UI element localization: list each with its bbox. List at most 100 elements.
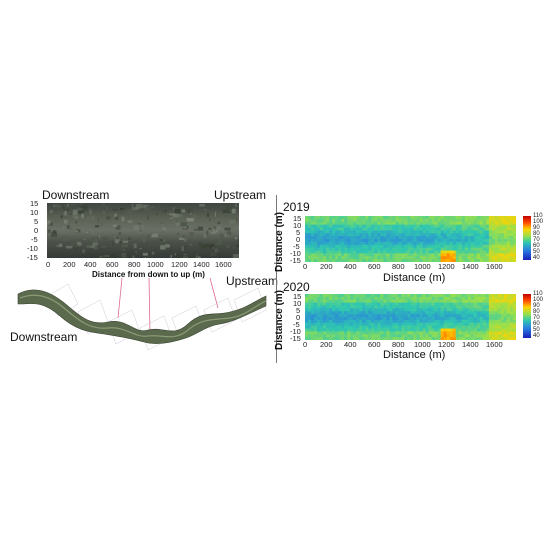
heatmap-cell <box>473 239 478 243</box>
heatmap-cell <box>503 337 508 340</box>
heatmap-cell <box>350 247 354 251</box>
photo-texture-patch <box>115 215 119 220</box>
heatmap-cell <box>344 294 348 298</box>
heatmap-cell <box>344 221 348 226</box>
heatmap-cell <box>458 247 463 251</box>
heatmap-cell <box>461 236 466 240</box>
heatmap-cell <box>362 319 366 324</box>
heatmap-x-tick: 400 <box>344 340 357 349</box>
photo-texture-patch <box>49 210 53 214</box>
heatmap-cell <box>347 311 351 315</box>
heatmap-cell <box>419 233 423 237</box>
heatmap-cell <box>329 239 333 243</box>
heatmap-cell <box>509 328 514 332</box>
photo-texture-patch <box>172 203 174 206</box>
heatmap-cell <box>392 218 396 223</box>
colorbar-2020 <box>523 294 531 338</box>
heatmap-cell <box>482 325 487 329</box>
heatmap-cell <box>347 305 351 309</box>
heatmap-cell <box>440 311 445 315</box>
heatmap-cell <box>341 241 345 246</box>
heatmap-cell <box>344 328 348 332</box>
heatmap-cell <box>482 296 487 301</box>
heatmap-cell <box>458 317 463 321</box>
heatmap-cell <box>455 311 460 315</box>
heatmap-cell <box>344 259 348 262</box>
heatmap-cell <box>509 250 514 254</box>
heatmap-cell <box>305 250 309 254</box>
photo-texture-patch <box>174 253 177 256</box>
heatmap-cell <box>353 253 357 257</box>
heatmap-cell <box>404 244 408 249</box>
photo-texture-patch <box>232 203 236 207</box>
heatmap-cell <box>503 317 508 321</box>
photo-texture-patch <box>132 255 135 258</box>
photo-texture-patch <box>91 237 98 243</box>
heatmap-cell <box>422 216 426 220</box>
heatmap-cell <box>389 259 393 262</box>
heatmap-cell <box>326 241 330 246</box>
heatmap-cell <box>398 227 402 231</box>
heatmap-cell <box>308 230 312 234</box>
heatmap-cell <box>389 253 393 257</box>
heatmap-cell <box>431 294 436 298</box>
heatmap-cell <box>305 317 309 321</box>
heatmap-cell <box>359 239 363 243</box>
heatmap-cell <box>497 299 502 304</box>
heatmap-cell <box>431 302 436 306</box>
heatmap-cell <box>452 253 457 257</box>
heatmap-cell <box>413 224 417 228</box>
heatmap-cell <box>380 236 384 240</box>
heatmap-cell <box>368 317 372 321</box>
heatmap-cell <box>341 334 345 338</box>
heatmap-cell <box>392 331 396 335</box>
heatmap-cell <box>413 256 417 260</box>
heatmap-cell <box>416 331 420 335</box>
photo-texture-patch <box>75 256 77 258</box>
heatmap-cell <box>506 308 511 312</box>
heatmap-cell <box>398 236 402 240</box>
photo-texture-patch <box>70 203 77 205</box>
heatmap-cell <box>404 317 408 321</box>
heatmap-cell <box>305 244 309 249</box>
heatmap-cell <box>416 308 420 312</box>
heatmap-cell <box>464 314 469 318</box>
heatmap-cell <box>500 250 505 254</box>
heatmap-cell <box>488 247 493 251</box>
heatmap-cell <box>467 239 472 243</box>
heatmap-cell <box>341 247 345 251</box>
heatmap-cell <box>305 296 309 301</box>
heatmap-cell <box>437 308 442 312</box>
heatmap-cell <box>419 218 423 223</box>
heatmap-cell <box>503 334 508 338</box>
heatmap-x-tick: 400 <box>344 262 357 271</box>
heatmap-cell <box>419 328 423 332</box>
heatmap-cell <box>425 218 429 223</box>
heatmap-cell <box>479 317 484 321</box>
heatmap-cell <box>470 334 475 338</box>
heatmap-cell <box>464 325 469 329</box>
heatmap-cell <box>344 216 348 220</box>
heatmap-cell <box>479 319 484 324</box>
heatmap-cell <box>341 311 345 315</box>
heatmap-cell <box>326 337 330 340</box>
heatmap-cell <box>395 299 399 304</box>
photo-x-tick: 1000 <box>147 260 164 269</box>
heatmap-cell <box>428 328 432 332</box>
heatmap-cell <box>347 296 351 301</box>
heatmap-cell <box>455 256 460 260</box>
heatmap-cell <box>428 308 432 312</box>
photo-texture-patch <box>122 240 128 243</box>
heatmap-cell <box>455 239 460 243</box>
heatmap-cell <box>497 224 502 228</box>
colorbar-tick: 80 <box>533 309 540 315</box>
heatmap-cell <box>347 308 351 312</box>
heatmap-cell <box>311 334 315 338</box>
heatmap-cell <box>425 322 429 327</box>
heatmap-cell <box>425 247 429 251</box>
heatmap-cell <box>497 317 502 321</box>
heatmap-cell <box>434 311 439 315</box>
heatmap-cell <box>383 259 387 262</box>
heatmap-cell <box>512 328 516 332</box>
heatmap-cell <box>422 241 426 246</box>
